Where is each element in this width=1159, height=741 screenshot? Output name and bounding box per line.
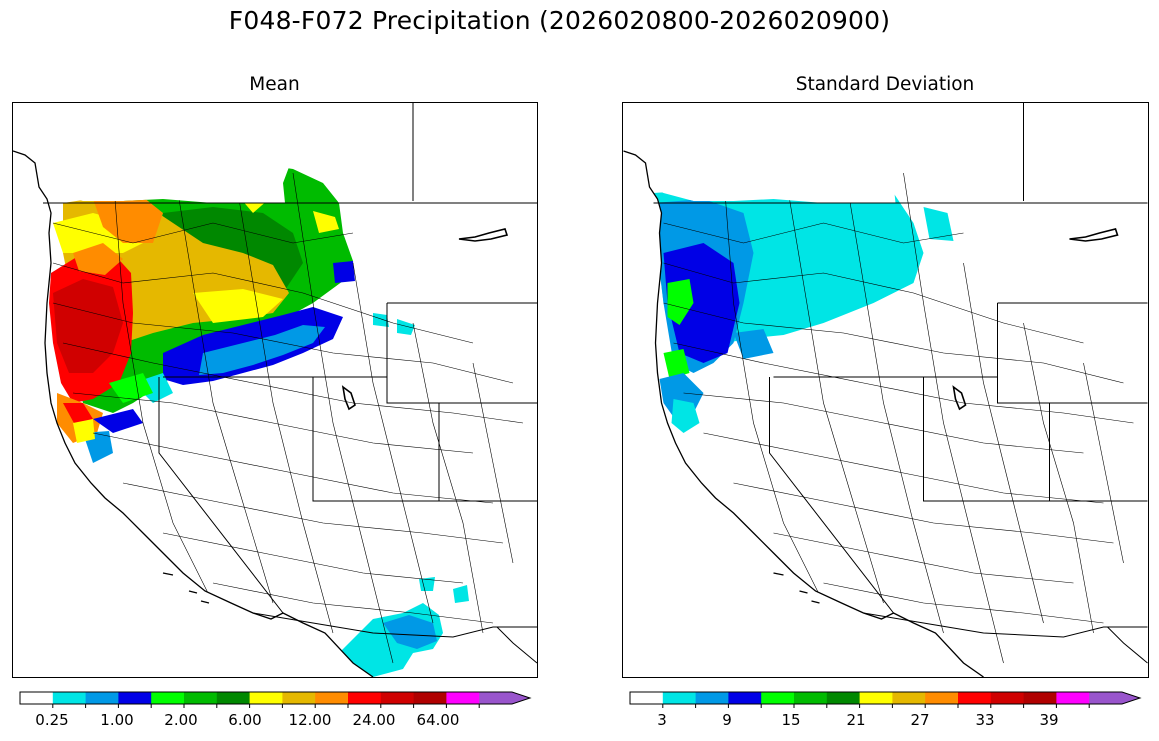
mean-colorbar-segment: [184, 692, 218, 704]
mean-colorbar-segment: [380, 692, 415, 704]
sd-lake: [1069, 228, 1119, 242]
mean-colorbar-segment: [85, 692, 119, 704]
sd-colorbar: [629, 690, 1142, 708]
sd-salt-lake: [952, 385, 967, 411]
std-dev-precip-map: [622, 102, 1149, 678]
mean-precip-map: [12, 102, 538, 678]
mean-colorbar-segment: [479, 692, 530, 704]
sd-colorbar-segment: [662, 692, 697, 704]
mean-tick-label: 24.00: [352, 711, 396, 729]
sd-colorbar-segment: [1023, 692, 1057, 704]
sd-colorbar-segment: [892, 692, 926, 704]
mean-gulf-coast: [496, 626, 537, 664]
sd-mexico-border: [863, 612, 1148, 638]
sd-colorbar-segment: [794, 692, 828, 704]
sd-islands: [773, 572, 820, 604]
sd-colorbar-segment: [630, 692, 664, 704]
mean-mexico-border: [252, 612, 537, 638]
sd-provinces: [769, 103, 1148, 614]
sd-basin-lines: [663, 162, 1134, 664]
sd-colorbar-segment: [761, 692, 795, 704]
sd-colorbar-segment: [826, 692, 861, 704]
sd-gulf-coast: [1107, 626, 1148, 664]
mean-panel-title: Mean: [249, 74, 300, 95]
mean-lake: [458, 228, 509, 242]
mean-basin-lines: [52, 162, 524, 664]
mean-colorbar-segment: [118, 692, 152, 704]
mean-colorbar-segment: [52, 692, 87, 704]
mean-provinces: [158, 103, 537, 614]
mean-colorbar-segment: [446, 692, 480, 704]
sd-tick-label: 9: [722, 711, 732, 729]
sd-tick-label: 15: [781, 711, 801, 729]
sd-tick-label: 3: [657, 711, 667, 729]
mean-tick-label: 6.00: [228, 711, 262, 729]
sd-colorbar-segment: [1056, 692, 1090, 704]
mean-islands: [162, 572, 210, 604]
sd-colorbar-segment: [925, 692, 959, 704]
sd-precip-fill: [653, 163, 954, 433]
mean-tick-label: 12.00: [288, 711, 332, 729]
mean-colorbar: [19, 690, 532, 708]
sd-tick-label: 39: [1039, 711, 1059, 729]
mean-tick-label: 1.00: [100, 711, 134, 729]
mean-colorbar-segment: [348, 692, 382, 704]
mean-tick-label: 2.00: [164, 711, 198, 729]
mean-coastline: [13, 150, 374, 677]
sd-colorbar-segment: [728, 692, 762, 704]
sd-map-canvas: [623, 103, 1148, 677]
sd-tick-label: 27: [910, 711, 930, 729]
mean-colorbar-segment: [151, 692, 185, 704]
sd-tick-label: 33: [975, 711, 995, 729]
sd-tick-label: 21: [846, 711, 866, 729]
mean-colorbar-segment: [315, 692, 349, 704]
mean-salt-lake: [341, 385, 356, 411]
mean-precip-fill: [49, 163, 469, 677]
mean-tick-label: 0.25: [35, 711, 69, 729]
sd-colorbar-svg: [629, 691, 1142, 708]
sd-colorbar-segment: [990, 692, 1025, 704]
mean-map-canvas: [13, 103, 537, 677]
sd-colorbar-segment: [1089, 692, 1140, 704]
sd-coastline: [623, 150, 984, 677]
mean-colorbar-svg: [19, 691, 532, 708]
mean-tick-label: 64.00: [416, 711, 460, 729]
sd-colorbar-segment: [695, 692, 729, 704]
sd-colorbar-outline: [629, 691, 1142, 705]
figure-title: F048-F072 Precipitation (2026020800-2026…: [228, 6, 891, 35]
mean-colorbar-segment: [413, 692, 447, 704]
sd-colorbar-segment: [958, 692, 992, 704]
mean-colorbar-segment: [249, 692, 283, 704]
mean-colorbar-outline: [19, 691, 532, 705]
std-dev-panel-title: Standard Deviation: [795, 74, 975, 95]
mean-colorbar-segment: [20, 692, 54, 704]
mean-colorbar-segment: [282, 692, 316, 704]
sd-colorbar-segment: [859, 692, 893, 704]
mean-colorbar-segment: [216, 692, 251, 704]
